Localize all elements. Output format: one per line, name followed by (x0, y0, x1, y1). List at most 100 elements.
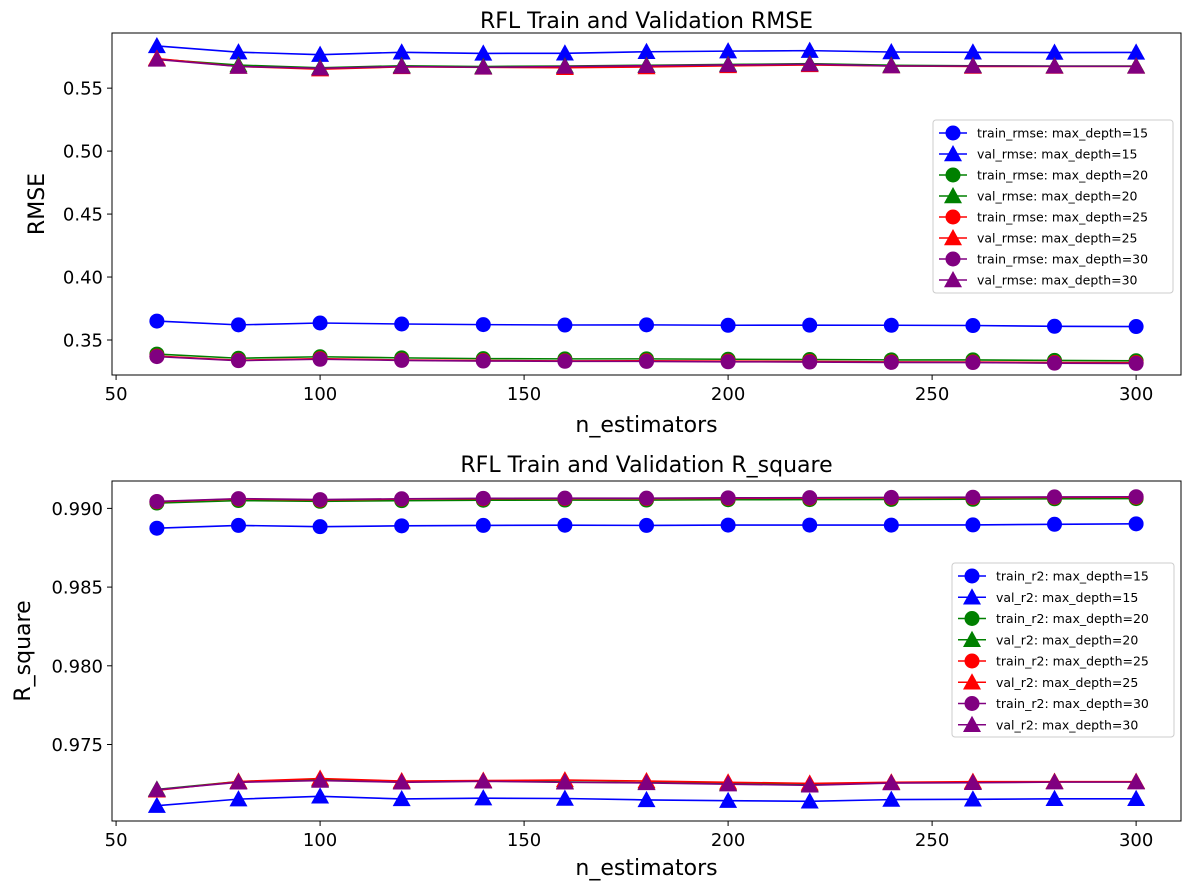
data-point (1128, 489, 1144, 505)
data-point (802, 517, 818, 533)
data-point (802, 490, 818, 506)
data-point (1128, 355, 1144, 371)
data-point (149, 313, 165, 329)
plot-frame (111, 32, 1182, 376)
data-point (147, 780, 166, 797)
legend-marker (944, 271, 962, 288)
data-point (963, 43, 982, 60)
y-tick-label: 0.45 (63, 205, 103, 226)
legend-marker (964, 653, 980, 669)
y-tick-label: 0.980 (51, 656, 103, 677)
data-point (883, 317, 899, 333)
data-point (720, 490, 736, 506)
legend-item: train_rmse: max_depth=15 (939, 125, 1148, 141)
chart-title: RFL Train and Validation RMSE (480, 9, 813, 34)
data-point (1127, 57, 1146, 74)
data-point (311, 771, 330, 788)
data-point (230, 517, 246, 533)
data-point (883, 354, 899, 370)
data-point (965, 489, 981, 505)
data-point (475, 353, 491, 369)
data-point (392, 43, 411, 60)
legend: train_rmse: max_depth=15 val_rmse: max_de… (932, 119, 1174, 294)
legend-marker (945, 209, 961, 225)
data-point (557, 353, 573, 369)
data-point (1047, 516, 1063, 532)
data-point (475, 517, 491, 533)
legend-item: train_r2: max_depth=20 (958, 611, 1149, 626)
data-point (882, 43, 901, 60)
data-point (639, 317, 654, 333)
legend-marker (964, 611, 980, 626)
y-tick-label: 0.990 (51, 499, 103, 520)
data-point (230, 317, 246, 333)
y-tick-label: 0.985 (51, 578, 103, 599)
data-point (639, 490, 654, 506)
data-point (555, 57, 574, 74)
y-axis-label: RMSE (25, 173, 50, 235)
data-point (883, 489, 899, 505)
data-point (720, 354, 736, 370)
legend-label: train_rmse: max_depth=20 (977, 168, 1148, 183)
data-point (229, 43, 248, 60)
data-point (802, 354, 818, 370)
data-point (392, 789, 411, 807)
data-point (637, 56, 656, 73)
series-train-rmse-max-depth-30 (149, 349, 1144, 371)
data-point (800, 792, 819, 809)
series-val-rmse-max-depth-15 (147, 36, 1146, 62)
legend-marker (964, 696, 980, 711)
legend-label: train_rmse: max_depth=15 (977, 126, 1148, 141)
legend-item: val_r2: max_depth=15 (958, 588, 1138, 605)
legend-item: val_r2: max_depth=20 (958, 630, 1138, 647)
data-point (147, 36, 166, 54)
chart-panel-2: RFL Train and Validation R_square n_estim… (11, 453, 1182, 881)
data-point (475, 490, 491, 506)
data-point (149, 493, 165, 509)
legend-label: val_r2: max_depth=30 (996, 717, 1138, 732)
data-point (555, 773, 574, 790)
data-point (637, 773, 656, 791)
y-tick-label: 0.55 (63, 79, 103, 100)
x-axis-label: n_estimators (575, 413, 717, 438)
data-point (394, 352, 410, 368)
legend-label: train_r2: max_depth=15 (996, 569, 1149, 584)
y-tick-label: 0.975 (51, 735, 103, 756)
data-point (311, 787, 330, 804)
data-point (720, 517, 736, 533)
data-point (637, 790, 656, 808)
legend-marker (963, 673, 981, 690)
data-point (1047, 489, 1063, 505)
legend-item: train_r2: max_depth=25 (958, 653, 1149, 669)
legend-label: val_r2: max_depth=20 (996, 632, 1138, 647)
legend-marker (963, 715, 981, 732)
x-tick-label: 100 (303, 830, 337, 851)
data-point (1128, 516, 1144, 532)
data-point (474, 772, 493, 789)
data-point (637, 42, 656, 59)
data-point (882, 774, 901, 791)
data-point (1045, 789, 1064, 807)
x-tick-label: 250 (915, 830, 949, 851)
data-point (802, 317, 818, 333)
series-train-rmse-max-depth-15 (149, 313, 1144, 335)
legend-item: val_rmse: max_depth=20 (939, 187, 1138, 204)
series-val-r2-max-depth-30 (147, 771, 1146, 797)
series-val-rmse-max-depth-30 (147, 50, 1146, 76)
legend-label: train_r2: max_depth=20 (996, 611, 1149, 626)
data-point (229, 57, 248, 74)
data-point (474, 44, 493, 61)
x-tick-label: 200 (711, 830, 745, 851)
legend-label: val_rmse: max_depth=25 (977, 231, 1138, 246)
x-tick-label: 150 (507, 830, 541, 851)
legend-item: val_r2: max_depth=30 (958, 715, 1138, 732)
data-point (1045, 773, 1064, 790)
legend-item: train_rmse: max_depth=25 (939, 209, 1148, 225)
legend-label: train_rmse: max_depth=25 (977, 210, 1148, 225)
data-point (1047, 318, 1063, 334)
data-point (883, 517, 899, 533)
y-tick-label: 0.40 (63, 268, 103, 289)
legend-label: train_rmse: max_depth=30 (977, 252, 1148, 267)
data-point (311, 45, 330, 62)
